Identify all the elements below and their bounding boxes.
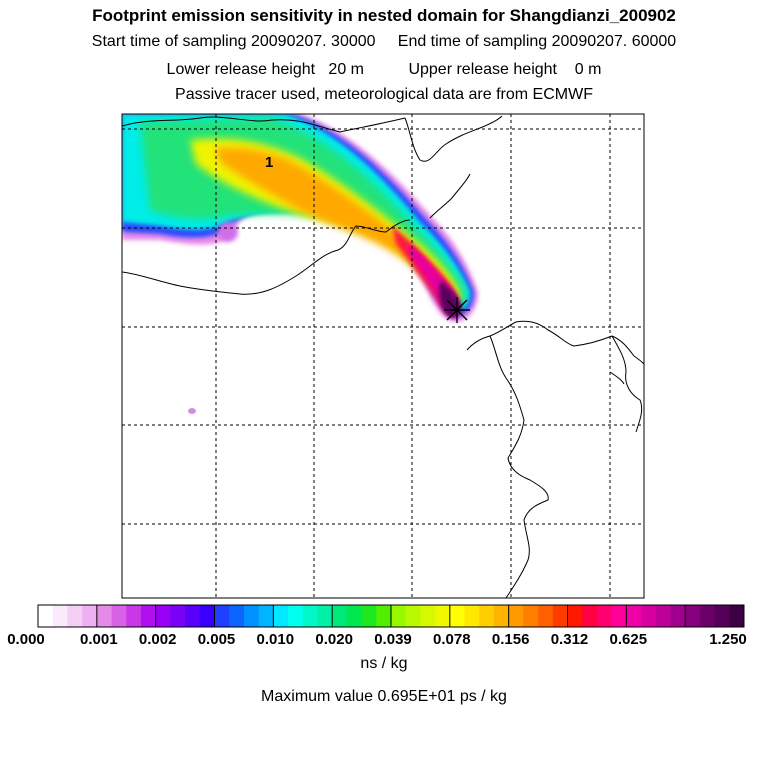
colorbar-swatch [126,605,142,627]
colorbar-label: 0.039 [374,631,412,648]
colorbar-swatch [508,605,524,627]
colorbar-swatch [185,605,201,627]
colorbar-swatch [464,605,480,627]
colorbar-swatch [714,605,730,627]
coastline [609,371,625,385]
coastline [611,335,643,433]
colorbar-swatch [96,605,113,627]
colorbar-label: 0.156 [492,631,530,648]
colorbar-swatch [493,605,510,627]
colorbar-swatch [288,605,304,627]
release-heights: Lower release height 20 m Upper release … [166,61,602,78]
colorbar-label: 0.625 [610,631,648,648]
colorbar-ticks [96,605,686,627]
colorbar-swatch [405,605,421,627]
map-title: Footprint emission sensitivity in nested… [92,6,676,25]
colorbar-swatch [729,605,745,627]
colorbar-swatch [243,605,260,627]
colorbar-swatch [111,605,127,627]
colorbar-swatch [582,605,598,627]
colorbar-swatch [376,605,392,627]
colorbar-swatch [596,605,613,627]
plume-speck [218,222,238,242]
colorbar-swatch [552,605,568,627]
tracer-info: Passive tracer used, meteorological data… [175,86,593,103]
colorbar-swatch [611,605,627,627]
colorbar-swatch [523,605,539,627]
colorbar-swatch [538,605,554,627]
colorbar-swatch [258,605,274,627]
coastline [489,335,549,598]
colorbar-label: 0.001 [80,631,118,648]
receptor-star-icon [444,297,470,323]
maximum-value: Maximum value 0.695E+01 ps / kg [261,688,507,705]
colorbar-swatch [140,605,157,627]
colorbar-swatches [38,605,745,627]
colorbar-swatch [670,605,686,627]
colorbar-swatch [685,605,701,627]
plume-speck [188,408,196,414]
coastline [404,115,503,162]
colorbar-swatch [317,605,333,627]
colorbar-swatch [567,605,583,627]
colorbar-label: 0.005 [198,631,236,648]
colorbar-swatch [38,605,54,627]
colorbar-label: 0.312 [551,631,589,648]
coastline [122,116,406,133]
colorbar-swatch [82,605,98,627]
colorbar-swatch [435,605,451,627]
colorbar-swatch [229,605,245,627]
coastline [466,320,644,365]
colorbar-swatch [214,605,230,627]
colorbar-swatch [699,605,716,627]
plume-label: 1 [265,154,273,171]
colorbar-swatch [391,605,407,627]
colorbar-units: ns / kg [360,655,408,672]
coastline [429,173,471,219]
colorbar-label: 0.002 [139,631,177,648]
colorbar-label: 0.078 [433,631,471,648]
plume-field [122,114,478,414]
colorbar-swatch [52,605,68,627]
colorbar-swatch [302,605,318,627]
graticule [122,114,644,598]
colorbar-swatch [332,605,348,627]
colorbar-label: 1.250 [709,631,747,648]
colorbar-swatch [273,605,289,627]
colorbar-swatch [479,605,495,627]
colorbar-swatch [420,605,436,627]
colorbar-swatch [199,605,215,627]
colorbar-swatch [170,605,186,627]
colorbar-swatch [67,605,83,627]
colorbar-labels: 0.000 0.001 0.002 0.005 0.010 0.020 0.039 0.078… [7,631,747,648]
colorbar-label: 0.000 [7,631,45,648]
coastlines [122,115,644,598]
colorbar-swatch [155,605,171,627]
sampling-times: Start time of sampling 20090207. 30000 E… [91,33,677,50]
colorbar-label: 0.020 [315,631,353,648]
map-frame [121,113,645,599]
colorbar-label: 0.010 [257,631,295,648]
colorbar-swatch [626,605,642,627]
colorbar-swatch [655,605,671,627]
coastline [122,219,411,295]
colorbar-swatch [641,605,657,627]
plume-zone-0156 [215,147,456,303]
colorbar-swatch [346,605,363,627]
colorbar-swatch [361,605,377,627]
colorbar-swatch [449,605,466,627]
